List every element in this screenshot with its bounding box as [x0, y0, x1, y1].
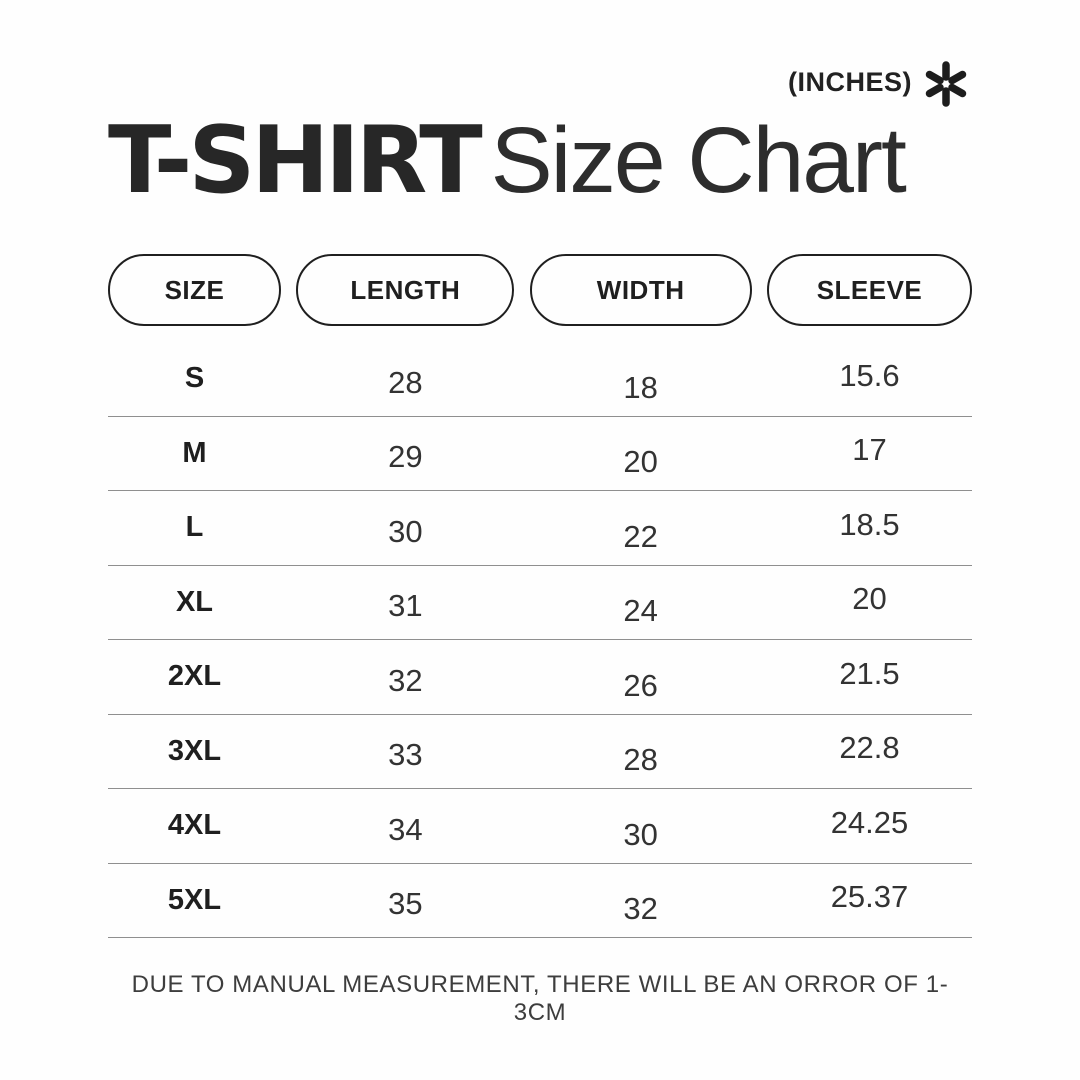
length-value: 30	[388, 513, 423, 549]
length-value: 31	[388, 588, 423, 624]
table-row-5xl: 5XL 35 32 25.37	[108, 864, 972, 938]
size-label: 2XL	[167, 660, 222, 693]
units-annotation: (INCHES)	[108, 58, 972, 110]
size-label: S	[184, 362, 205, 395]
length-value: 29	[388, 439, 423, 475]
size-label: M	[182, 436, 207, 469]
size-label: 3XL	[167, 734, 222, 767]
units-label: (INCHES)	[788, 67, 912, 97]
column-header-width: WIDTH	[529, 254, 752, 326]
asterisk-icon	[920, 58, 972, 110]
length-value: 34	[388, 811, 423, 847]
length-value: 33	[388, 737, 423, 773]
page-title-regular: Size Chart	[490, 108, 907, 212]
length-value: 35	[388, 886, 423, 922]
width-value: 22	[623, 518, 658, 554]
length-value: 28	[388, 364, 423, 400]
width-value: 24	[623, 593, 658, 629]
size-label: 5XL	[167, 883, 222, 916]
table-row-3xl: 3XL 33 28 22.8	[108, 715, 972, 789]
size-label: XL	[175, 585, 214, 618]
size-label: L	[185, 511, 204, 544]
sleeve-value: 17	[852, 432, 887, 468]
measurement-note: DUE TO MANUAL MEASUREMENT, THERE WILL BE…	[131, 971, 949, 1026]
table-row-m: M 29 20 17	[108, 417, 972, 491]
column-header-sleeve: SLEEVE	[766, 254, 972, 326]
table-row-xl: XL 31 24 20	[108, 566, 972, 640]
width-value: 28	[623, 742, 658, 778]
length-value: 32	[388, 662, 423, 698]
width-value: 26	[623, 667, 658, 703]
width-value: 32	[623, 891, 658, 927]
size-label: 4XL	[167, 809, 222, 842]
sleeve-value: 20	[852, 581, 887, 617]
column-header-size: SIZE	[108, 254, 281, 326]
width-value: 20	[623, 444, 658, 480]
sleeve-value: 22.8	[839, 730, 900, 766]
sleeve-value: 21.5	[839, 655, 900, 691]
page-title: T-SHIRT Size Chart	[108, 114, 972, 207]
table-row-s: S 28 18 15.6	[108, 342, 972, 417]
width-value: 18	[623, 369, 658, 405]
page-title-bold: T-SHIRT	[108, 106, 483, 214]
sleeve-value: 15.6	[839, 357, 900, 393]
width-value: 30	[623, 816, 658, 852]
sleeve-value: 24.25	[830, 804, 909, 840]
column-headers: SIZE LENGTH WIDTH SLEEVE	[108, 254, 972, 326]
table-row-l: L 30 22 18.5	[108, 491, 972, 566]
sleeve-value: 18.5	[839, 506, 900, 542]
table-row-4xl: 4XL 34 30 24.25	[108, 789, 972, 864]
size-table: S 28 18 15.6 M 29 20 17 L 30 22 18.5 XL …	[108, 342, 972, 938]
sleeve-value: 25.37	[830, 879, 909, 915]
column-header-length: LENGTH	[296, 254, 515, 326]
table-row-2xl: 2XL 32 26 21.5	[108, 640, 972, 715]
